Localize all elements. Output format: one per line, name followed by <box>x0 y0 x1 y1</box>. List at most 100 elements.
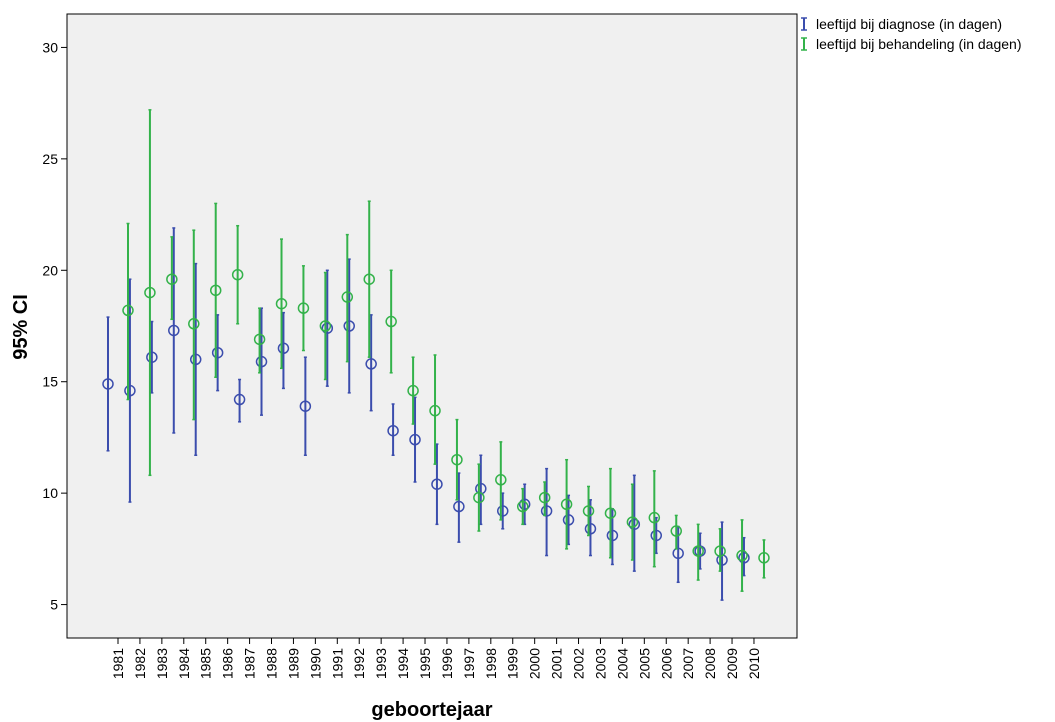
x-tick-label: 1993 <box>373 648 389 679</box>
x-tick-label: 2006 <box>658 648 674 679</box>
mean-marker <box>606 529 619 542</box>
mean-marker <box>144 286 156 299</box>
x-tick-label: 2000 <box>527 648 543 679</box>
mean-marker <box>562 514 575 526</box>
mean-marker <box>692 545 704 557</box>
y-axis-title: 95% CI <box>10 294 32 360</box>
mean-marker <box>319 320 332 332</box>
x-tick-label: 1989 <box>285 648 301 679</box>
mean-marker <box>626 516 639 528</box>
mean-marker <box>231 268 244 281</box>
x-tick-label: 2008 <box>702 648 718 679</box>
y-tick-label: 20 <box>42 262 58 278</box>
x-tick-label: 1984 <box>176 648 192 679</box>
mean-marker <box>473 491 485 504</box>
mean-marker <box>560 498 573 511</box>
y-tick-label: 15 <box>42 374 58 390</box>
mean-marker <box>604 507 617 519</box>
mean-marker <box>299 400 312 412</box>
legend-label: leeftijd bij diagnose (in dagen) <box>816 16 1002 32</box>
x-tick-label: 1986 <box>220 648 236 679</box>
mean-marker <box>387 424 399 437</box>
mean-marker <box>496 505 509 517</box>
mean-marker <box>275 297 288 310</box>
x-tick-label: 1988 <box>264 648 280 679</box>
mean-marker <box>385 315 397 328</box>
x-tick-label: 1982 <box>132 648 148 679</box>
mean-marker <box>516 500 529 513</box>
y-tick-label: 5 <box>50 597 58 613</box>
x-axis-title: geboortejaar <box>371 699 492 721</box>
x-tick-label: 1997 <box>461 648 477 679</box>
mean-marker <box>168 324 180 337</box>
y-tick-label: 10 <box>42 485 58 501</box>
x-tick-label: 2001 <box>549 648 565 679</box>
mean-marker <box>495 474 507 486</box>
mean-marker <box>582 505 595 517</box>
mean-marker <box>409 433 421 446</box>
x-tick-label: 1985 <box>198 648 214 679</box>
mean-marker <box>146 351 158 363</box>
x-tick-label: 1987 <box>242 648 258 679</box>
x-tick-label: 2003 <box>592 648 608 679</box>
mean-marker <box>451 453 463 466</box>
mean-marker <box>189 353 202 366</box>
mean-marker <box>341 291 354 303</box>
mean-marker <box>538 491 551 504</box>
mean-marker <box>429 404 441 417</box>
legend: leeftijd bij diagnose (in dagen) leeftijd… <box>801 16 1021 52</box>
x-tick-label: 1995 <box>417 648 433 679</box>
mean-marker <box>255 355 268 368</box>
x-tick-label: 2004 <box>614 648 630 679</box>
x-tick-label: 2009 <box>724 648 740 679</box>
mean-marker <box>277 342 290 355</box>
mean-marker <box>297 302 310 314</box>
mean-marker <box>365 358 377 370</box>
mean-marker <box>628 518 641 531</box>
y-tick-label: 25 <box>42 151 58 167</box>
mean-marker <box>670 525 682 537</box>
mean-marker <box>736 549 748 562</box>
mean-marker <box>738 552 750 564</box>
mean-marker <box>672 547 684 560</box>
mean-marker <box>233 393 246 406</box>
mean-marker <box>124 384 136 397</box>
mean-marker <box>407 384 419 397</box>
legend-label: leeftijd bij behandeling (in dagen) <box>816 36 1021 52</box>
mean-marker <box>363 273 375 285</box>
x-tick-label: 1990 <box>307 648 323 679</box>
x-tick-label: 1991 <box>329 648 345 679</box>
mean-marker <box>253 333 266 346</box>
x-tick-label: 1983 <box>154 648 170 679</box>
mean-marker <box>714 545 726 557</box>
mean-marker <box>209 284 222 297</box>
x-tick-label: 1992 <box>351 648 367 679</box>
mean-marker <box>758 552 770 564</box>
mean-marker <box>518 498 531 511</box>
mean-marker <box>343 320 355 332</box>
x-tick-label: 1996 <box>439 648 455 679</box>
mean-marker <box>122 304 134 317</box>
y-axis: 5 10 15 20 25 30 <box>42 39 67 613</box>
mean-marker <box>584 523 597 535</box>
x-tick-label: 1981 <box>110 648 126 679</box>
mean-marker <box>188 318 200 330</box>
x-tick-label: 2010 <box>746 648 762 679</box>
mean-marker <box>102 378 114 390</box>
series-behandeling <box>122 109 770 592</box>
series-diagnose <box>102 227 750 601</box>
mean-marker <box>453 500 465 513</box>
x-tick-label: 1994 <box>395 648 411 679</box>
mean-marker <box>540 505 553 517</box>
x-tick-label: 2007 <box>680 648 696 679</box>
mean-marker <box>650 529 662 542</box>
x-tick-label: 1998 <box>483 648 499 679</box>
mean-marker <box>431 478 443 490</box>
chart-marks <box>102 109 770 601</box>
x-tick-label: 2005 <box>636 648 652 679</box>
x-tick-label: 2002 <box>571 648 587 679</box>
mean-marker <box>321 322 334 334</box>
x-tick-label: 1999 <box>505 648 521 679</box>
mean-marker <box>166 273 178 285</box>
